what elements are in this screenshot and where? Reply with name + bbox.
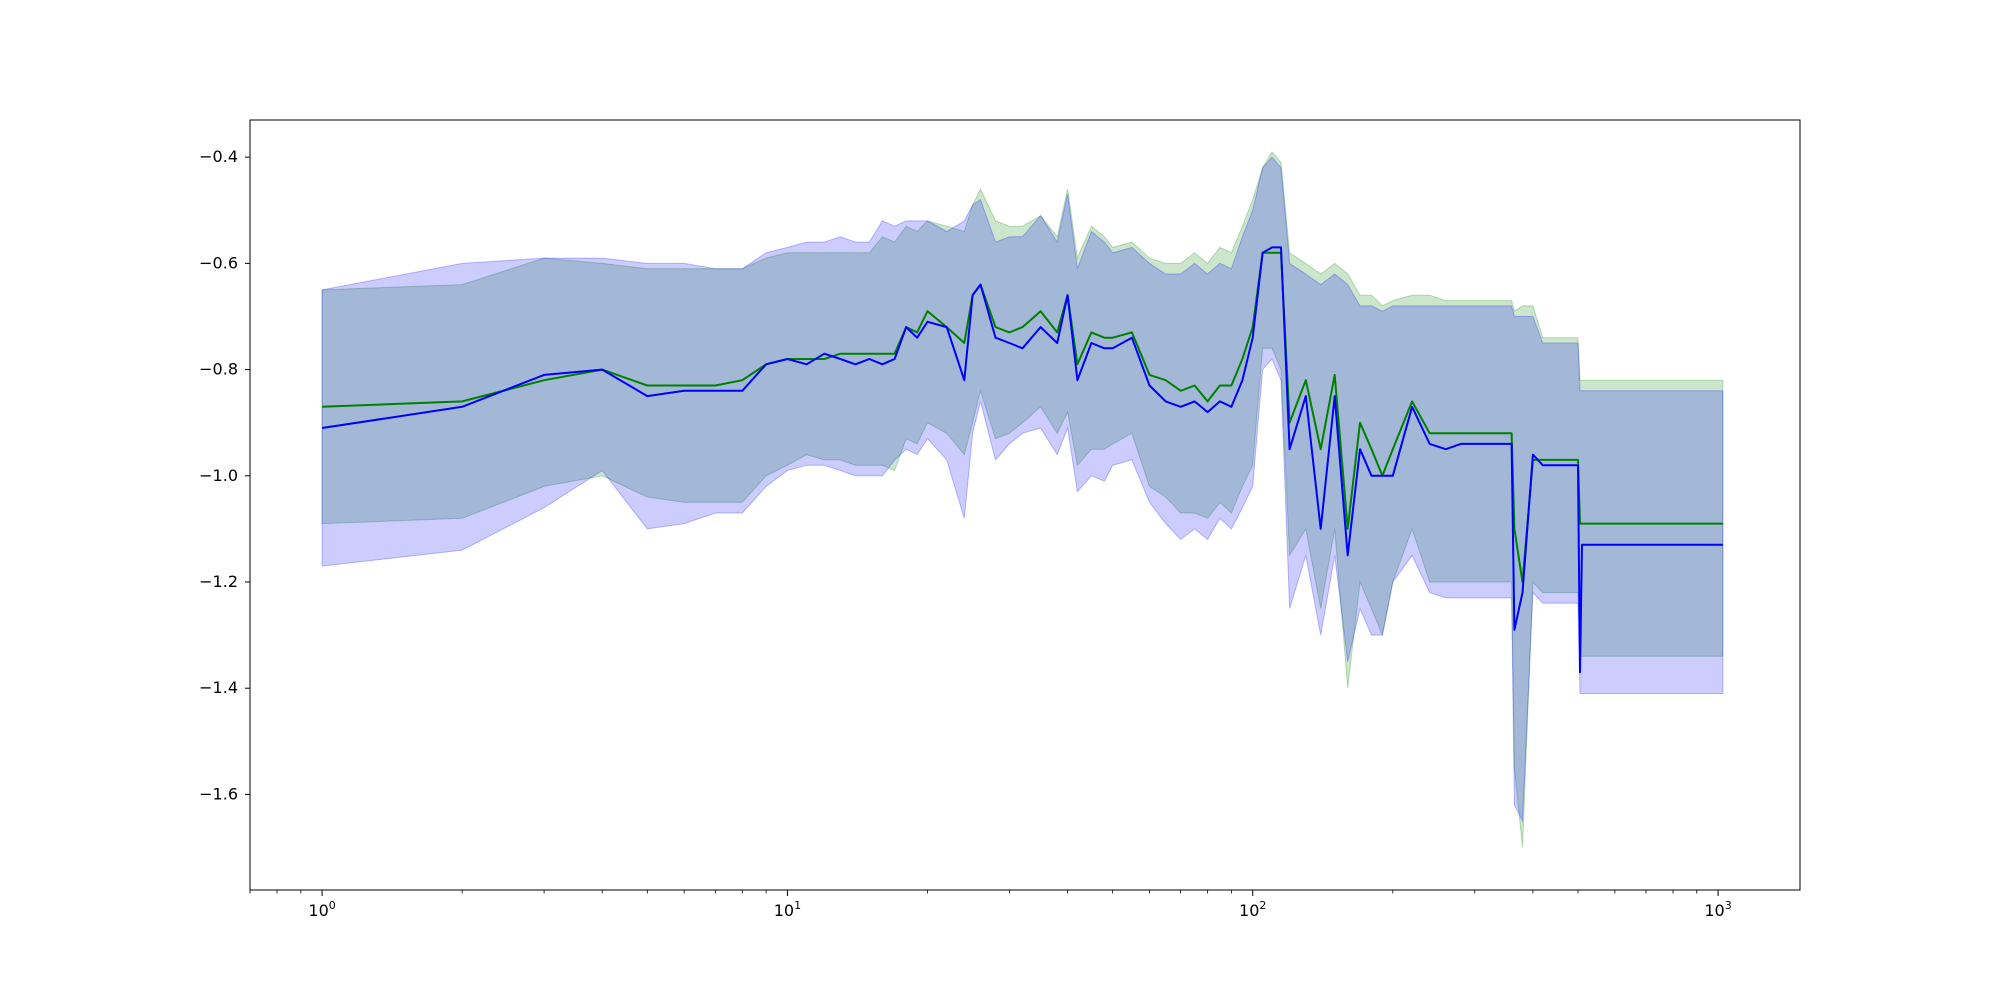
y-tick-label-7: −1.6 <box>199 784 238 803</box>
confidence-bands <box>321 151 1724 848</box>
y-tick-label-3: −0.8 <box>199 360 238 379</box>
y-tick-label-5: −1.2 <box>199 572 238 591</box>
y-tick-label-4: −1.0 <box>199 466 238 485</box>
x-tick-label-1: 100 <box>308 899 335 920</box>
x-axis: 100 101 102 103 <box>249 890 1732 920</box>
x-tick-label-3: 102 <box>1239 899 1266 920</box>
y-tick-label-1: −0.4 <box>199 147 238 166</box>
y-tick-label-2: −0.6 <box>199 253 238 272</box>
x-tick-label-4: 103 <box>1704 899 1731 920</box>
line-series-2 <box>321 246 1723 674</box>
line-series-1 <box>322 251 1723 583</box>
band-series-1 <box>321 151 1724 848</box>
y-tick-label-6: −1.4 <box>199 678 238 697</box>
plot-frame <box>249 119 1801 891</box>
y-axis: −0.4 −0.6 −0.8 −1.0 −1.2 −1.4 −1.6 <box>199 147 250 803</box>
x-tick-label-2: 101 <box>774 899 801 920</box>
series-lines <box>321 246 1723 674</box>
band-series-2 <box>321 156 1724 823</box>
